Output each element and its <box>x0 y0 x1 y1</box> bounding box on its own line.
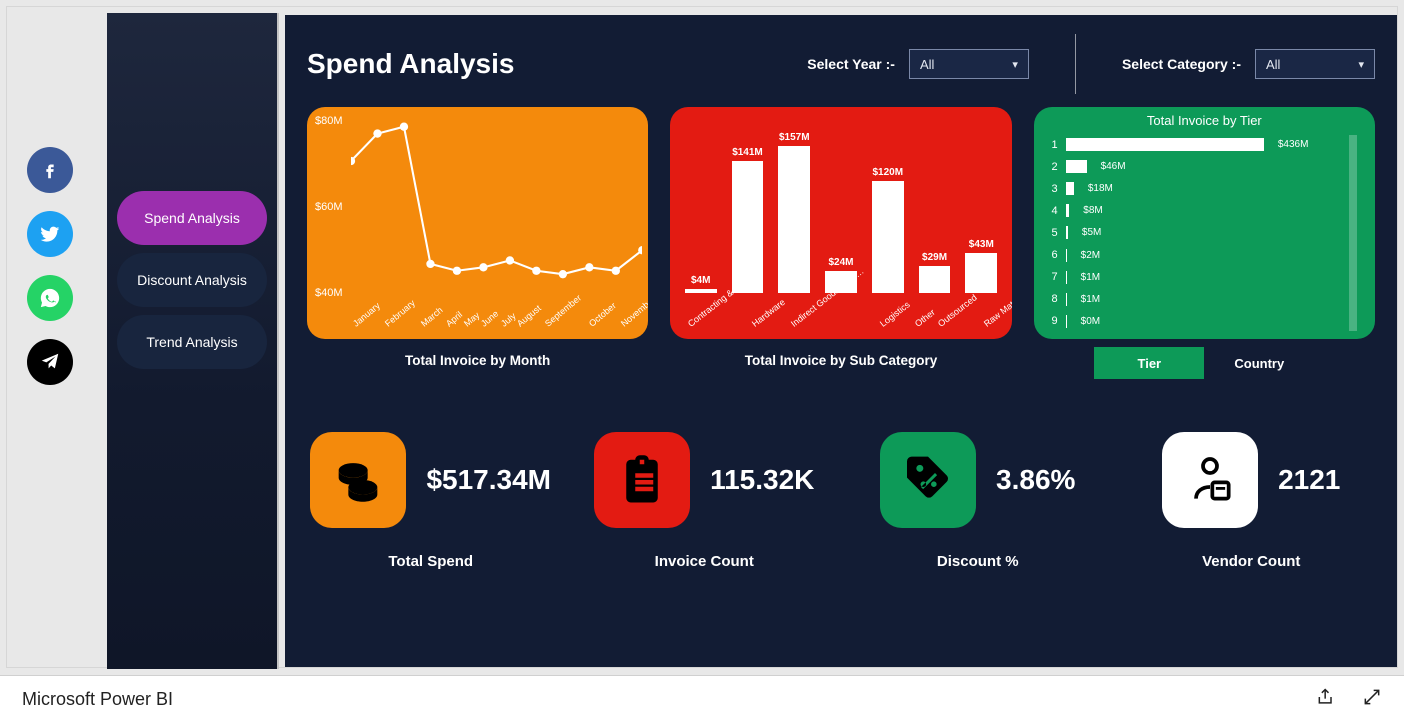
whatsapp-icon <box>39 287 61 309</box>
kpi-label: Discount % <box>937 553 1019 570</box>
category-value: All <box>1266 57 1280 72</box>
nav-label: Trend Analysis <box>146 334 237 350</box>
nav-panel: Spend Analysis Discount Analysis Trend A… <box>107 13 279 669</box>
charts-row: $80M $60M $40M JanuaryFebruaryMarchApril… <box>307 107 1375 397</box>
share-facebook-button[interactable] <box>27 147 73 193</box>
share-telegram-button[interactable] <box>27 339 73 385</box>
chart-inner-title: Total Invoice by Tier <box>1034 107 1375 128</box>
kpi-value: 115.32K <box>710 464 814 496</box>
x-axis-labels: Contracting &…HardwareIndirect Goods & S… <box>680 293 1001 337</box>
tab-tier[interactable]: Tier <box>1094 347 1204 379</box>
dashboard: Spend Analysis Select Year :- All ▾ Sele… <box>285 15 1397 667</box>
chevron-down-icon: ▾ <box>1358 58 1364 71</box>
tier-tabs: Tier Country <box>1034 347 1375 379</box>
chart-invoice-by-subcat[interactable]: $4M$141M$157M$24M$120M$29M$43M Contracti… <box>670 107 1011 397</box>
bar-area: $4M$141M$157M$24M$120M$29M$43M <box>680 121 1001 293</box>
share-twitter-button[interactable] <box>27 211 73 257</box>
filter-year: Select Year :- All ▾ <box>807 49 1029 79</box>
kpi-value: 3.86% <box>996 464 1075 496</box>
x-axis-labels: JanuaryFebruaryMarchAprilMayJuneJulyAugu… <box>351 295 642 337</box>
chart-panel: $4M$141M$157M$24M$120M$29M$43M Contracti… <box>670 107 1011 339</box>
brand-label: Microsoft Power BI <box>22 689 173 710</box>
coins-icon <box>310 432 406 528</box>
footer: Microsoft Power BI <box>0 675 1404 723</box>
telegram-icon <box>39 351 61 373</box>
kpi-vendor-count: 2121 Vendor Count <box>1128 425 1376 605</box>
filter-category-label: Select Category :- <box>1122 56 1241 72</box>
tab-country[interactable]: Country <box>1204 347 1314 379</box>
chart-invoice-by-tier[interactable]: Total Invoice by Tier 1$436M2$46M3$18M4$… <box>1034 107 1375 397</box>
chart-title: Total Invoice by Sub Category <box>670 353 1011 368</box>
filter-year-label: Select Year :- <box>807 56 895 72</box>
kpi-label: Invoice Count <box>655 553 754 570</box>
year-dropdown[interactable]: All ▾ <box>909 49 1029 79</box>
chart-panel: Total Invoice by Tier 1$436M2$46M3$18M4$… <box>1034 107 1375 339</box>
nav-label: Discount Analysis <box>137 272 247 288</box>
line-chart-svg <box>351 113 642 298</box>
filter-category: Select Category :- All ▾ <box>1122 49 1375 79</box>
footer-actions <box>1316 687 1382 712</box>
separator <box>1075 34 1076 94</box>
canvas-frame: Spend Analysis Discount Analysis Trend A… <box>6 6 1398 668</box>
nav-label: Spend Analysis <box>144 210 240 226</box>
kpi-label: Total Spend <box>388 553 473 570</box>
vendor-icon <box>1162 432 1258 528</box>
chart-title: Total Invoice by Month <box>307 353 648 368</box>
tier-list: 1$436M2$46M3$18M4$8M5$5M6$2M7$1M8$1M9$0M <box>1046 135 1357 331</box>
chart-panel: $80M $60M $40M JanuaryFebruaryMarchApril… <box>307 107 648 339</box>
year-value: All <box>920 57 934 72</box>
kpi-invoice-count: 115.32K Invoice Count <box>581 425 829 605</box>
nav-tab-spend[interactable]: Spend Analysis <box>117 191 267 245</box>
fullscreen-icon[interactable] <box>1362 687 1382 712</box>
kpi-label: Vendor Count <box>1202 553 1300 570</box>
percent-tag-icon <box>880 432 976 528</box>
share-rail <box>25 147 75 385</box>
twitter-icon <box>39 223 61 245</box>
clipboard-icon <box>594 432 690 528</box>
kpi-discount: 3.86% Discount % <box>854 425 1102 605</box>
nav-tab-trend[interactable]: Trend Analysis <box>117 315 267 369</box>
page-title: Spend Analysis <box>307 48 514 80</box>
share-whatsapp-button[interactable] <box>27 275 73 321</box>
nav-tab-discount[interactable]: Discount Analysis <box>117 253 267 307</box>
top-bar: Spend Analysis Select Year :- All ▾ Sele… <box>307 33 1375 95</box>
kpi-total-spend: $517.34M Total Spend <box>307 425 555 605</box>
share-icon[interactable] <box>1316 687 1336 712</box>
kpi-value: 2121 <box>1278 464 1340 496</box>
category-dropdown[interactable]: All ▾ <box>1255 49 1375 79</box>
kpi-row: $517.34M Total Spend 115.32K Invoice Cou… <box>307 425 1375 605</box>
chart-invoice-by-month[interactable]: $80M $60M $40M JanuaryFebruaryMarchApril… <box>307 107 648 397</box>
kpi-value: $517.34M <box>426 464 551 496</box>
facebook-icon <box>39 159 61 181</box>
chevron-down-icon: ▾ <box>1012 58 1018 71</box>
